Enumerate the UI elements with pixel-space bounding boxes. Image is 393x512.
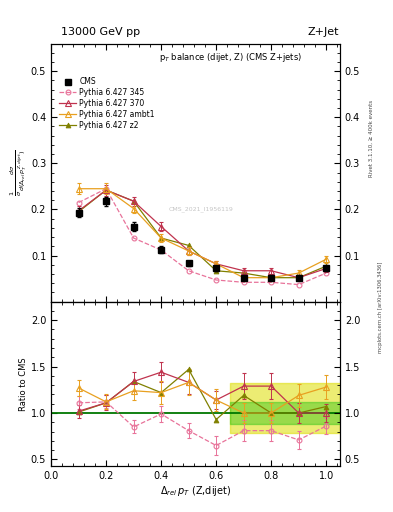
Y-axis label: Ratio to CMS: Ratio to CMS <box>19 357 28 411</box>
Text: mcplots.cern.ch [arXiv:1306.3436]: mcplots.cern.ch [arXiv:1306.3436] <box>378 262 383 353</box>
Text: Z+Jet: Z+Jet <box>307 27 339 37</box>
Text: p$_{T}$ balance (dijet, Z) (CMS Z+jets): p$_{T}$ balance (dijet, Z) (CMS Z+jets) <box>159 51 302 65</box>
Text: Rivet 3.1.10, ≥ 400k events: Rivet 3.1.10, ≥ 400k events <box>369 100 374 177</box>
Text: 13000 GeV pp: 13000 GeV pp <box>61 27 140 37</box>
Legend: CMS, Pythia 6.427 345, Pythia 6.427 370, Pythia 6.427 ambt1, Pythia 6.427 z2: CMS, Pythia 6.427 345, Pythia 6.427 370,… <box>58 76 156 132</box>
Y-axis label: $\frac{1}{\sigma}\frac{d\sigma}{d(\Delta_{rel}\,p_T^{Z,dijet})}$: $\frac{1}{\sigma}\frac{d\sigma}{d(\Delta… <box>9 149 29 196</box>
X-axis label: $\Delta_{rel}\,p_T$ (Z,dijet): $\Delta_{rel}\,p_T$ (Z,dijet) <box>160 483 231 498</box>
Text: CMS_2021_I1956119: CMS_2021_I1956119 <box>169 206 234 211</box>
